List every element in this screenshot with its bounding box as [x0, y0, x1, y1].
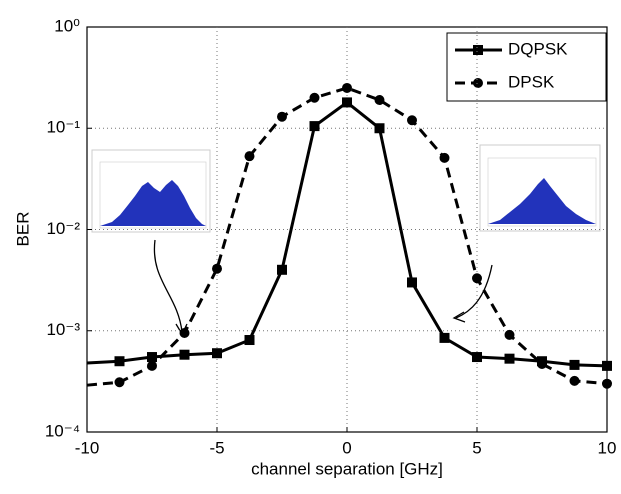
marker [407, 277, 417, 288]
marker [244, 335, 255, 346]
marker [147, 352, 157, 363]
marker [504, 329, 515, 340]
marker [569, 359, 580, 370]
marker [473, 78, 483, 88]
marker [309, 121, 320, 132]
marker [147, 360, 157, 371]
marker [439, 152, 450, 163]
y-axis-label: BER [13, 212, 32, 247]
marker [602, 378, 612, 389]
marker [212, 348, 222, 359]
marker [439, 332, 450, 343]
marker [114, 356, 125, 367]
marker [374, 123, 385, 134]
marker [602, 360, 612, 371]
marker [179, 349, 190, 360]
x-tick-label: -5 [209, 438, 224, 457]
marker [472, 273, 482, 284]
x-tick-label: -10 [75, 438, 100, 457]
marker [342, 97, 352, 108]
inset-left [91, 149, 211, 233]
marker [374, 95, 385, 106]
series-line [86, 86, 608, 387]
y-tick-label: 10⁻¹ [46, 118, 80, 137]
x-tick-label: 5 [472, 438, 481, 457]
marker [212, 263, 222, 274]
legend: DQPSK DPSK [446, 32, 607, 102]
x-tick-label: 0 [342, 438, 351, 457]
y-tick-label: 10⁻⁴ [45, 421, 80, 440]
marker [244, 151, 255, 162]
y-tick-label: 10⁻² [46, 219, 80, 238]
marker [569, 375, 580, 386]
marker [537, 358, 547, 369]
inset-right [479, 144, 601, 232]
x-tick-label: 10 [598, 438, 617, 457]
arrows [153, 239, 493, 336]
marker [504, 353, 515, 364]
marker [473, 45, 483, 55]
legend-label: DQPSK [508, 39, 568, 58]
y-tick-label: 10⁻³ [46, 320, 80, 339]
y-tick-label: 10⁰ [54, 16, 80, 35]
marker [342, 82, 352, 93]
marker [407, 115, 417, 126]
marker [472, 352, 482, 363]
marker [179, 328, 190, 339]
legend-label: DPSK [508, 72, 555, 91]
marker [277, 264, 287, 275]
marker [277, 111, 287, 122]
marker [114, 377, 125, 388]
x-axis-label: channel separation [GHz] [251, 459, 443, 478]
marker [309, 92, 320, 103]
